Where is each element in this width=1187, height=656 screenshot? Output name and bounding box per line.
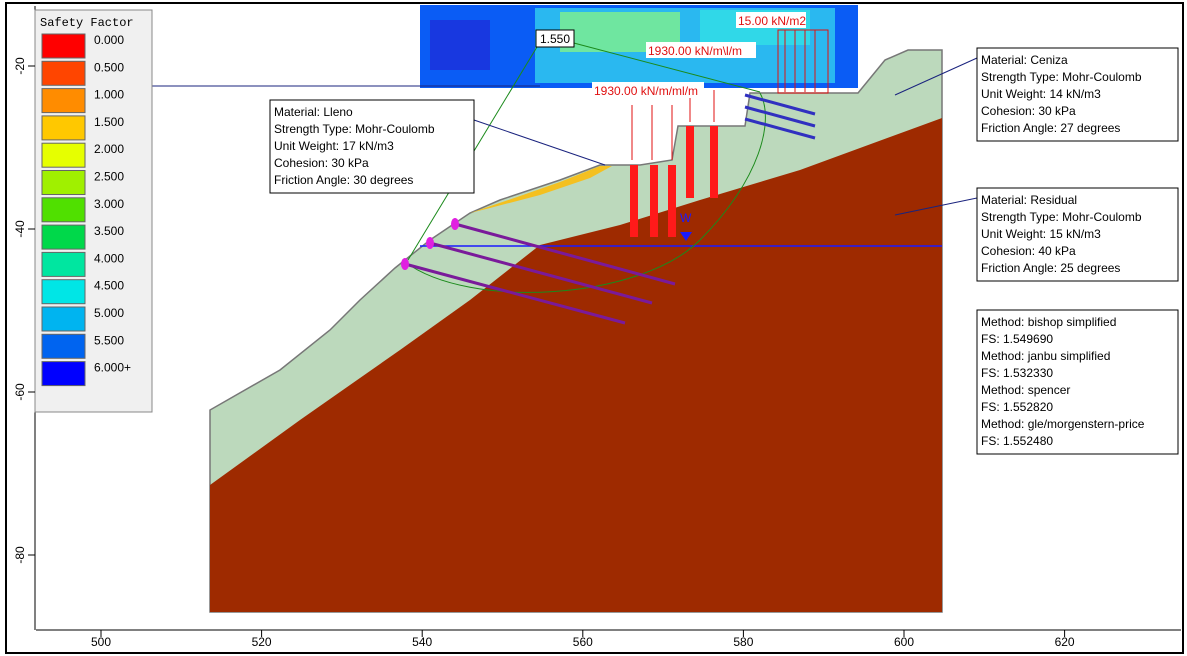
x-tick-label: 600 xyxy=(894,635,914,649)
legend-label: 4.500 xyxy=(94,279,124,293)
load-box xyxy=(592,82,704,98)
fs-label-box xyxy=(535,29,575,48)
material-line: Friction Angle: 30 degrees xyxy=(274,173,413,187)
material-line: Strength Type: Mohr-Coulomb xyxy=(981,70,1142,84)
anchor-heads xyxy=(401,218,459,270)
legend-label: 0.000 xyxy=(94,33,124,47)
x-tick-label: 580 xyxy=(733,635,753,649)
slip-surface xyxy=(404,92,766,293)
water-marker xyxy=(680,232,692,241)
fs-label: 1.550 xyxy=(540,32,570,46)
legend-label: 2.000 xyxy=(94,142,124,156)
legend-label: 2.500 xyxy=(94,170,124,184)
material-line: Material: Ceniza xyxy=(981,53,1068,67)
legend-swatch xyxy=(41,60,86,86)
x-ruler xyxy=(36,620,1181,650)
legend-swatch xyxy=(41,142,86,168)
legend-swatch xyxy=(41,115,86,141)
material-line: Friction Angle: 25 degrees xyxy=(981,261,1120,275)
legend-swatch xyxy=(41,197,86,223)
method-line: FS: 1.549690 xyxy=(981,332,1053,346)
piles xyxy=(630,126,718,237)
low-fs-zone xyxy=(470,166,612,213)
legend-swatch xyxy=(41,224,86,250)
legend-label: 1.000 xyxy=(94,88,124,102)
y-tick-label: -20 xyxy=(13,57,27,75)
water-label: W xyxy=(680,211,692,225)
legend-label: 5.000 xyxy=(94,306,124,320)
method-line: FS: 1.552820 xyxy=(981,400,1053,414)
load-label: 15.00 kN/m2 xyxy=(738,14,806,28)
y-tick-label: -80 xyxy=(13,546,27,564)
load-label: 1930.00 kN/m\l/m xyxy=(648,44,742,58)
legend-swatch xyxy=(41,88,86,114)
x-tick-label: 620 xyxy=(1055,635,1075,649)
material-box xyxy=(976,47,1179,142)
method-line: Method: janbu simplified xyxy=(981,349,1110,363)
y-tick-label: -60 xyxy=(13,383,27,401)
material-line: Material: Residual xyxy=(981,193,1077,207)
x-tick-label: 560 xyxy=(573,635,593,649)
slip-leader xyxy=(569,41,761,93)
x-tick-label: 520 xyxy=(252,635,272,649)
legend-swatch xyxy=(41,33,86,59)
dynamic: Safety Factor 0.000 0.500 1.000 1.500 2.000 2.… xyxy=(13,9,1179,649)
material-line: Material: Lleno xyxy=(274,105,353,119)
y-tick-label: -40 xyxy=(13,220,27,238)
load-label: 1930.00 kN/m/ml/m xyxy=(594,84,698,98)
method-line: FS: 1.552480 xyxy=(981,434,1053,448)
legend-swatch xyxy=(41,279,86,305)
material-line: Cohesion: 40 kPa xyxy=(981,244,1076,258)
method-line: Method: spencer xyxy=(981,383,1070,397)
residual-zone xyxy=(210,118,942,612)
material-line: Cohesion: 30 kPa xyxy=(274,156,369,170)
method-line: Method: gle/morgenstern-price xyxy=(981,417,1145,431)
leaders xyxy=(473,57,978,216)
load-box xyxy=(646,42,756,58)
material-line: Strength Type: Mohr-Coulomb xyxy=(981,210,1142,224)
legend-label: 3.500 xyxy=(94,224,124,238)
legend-label: 1.500 xyxy=(94,115,124,129)
legend-label: 4.000 xyxy=(94,251,124,265)
legend-label: 5.500 xyxy=(94,333,124,347)
x-tick-label: 500 xyxy=(91,635,111,649)
legend-label: 0.500 xyxy=(94,60,124,74)
material-line: Unit Weight: 15 kN/m3 xyxy=(981,227,1101,241)
method-line: FS: 1.532330 xyxy=(981,366,1053,380)
legend-swatch xyxy=(41,333,86,359)
legend-label: 3.000 xyxy=(94,197,124,211)
legend-title: Safety Factor xyxy=(40,16,134,30)
method-box xyxy=(976,309,1179,455)
material-line: Friction Angle: 27 degrees xyxy=(981,121,1120,135)
material-box xyxy=(976,187,1179,282)
method-line: Method: bishop simplified xyxy=(981,315,1116,329)
legend-swatch xyxy=(41,170,86,195)
material-line: Unit Weight: 14 kN/m3 xyxy=(981,87,1101,101)
top-anchors xyxy=(744,93,816,140)
load-box xyxy=(736,12,806,28)
legend-swatch xyxy=(41,361,86,387)
material-line: Cohesion: 30 kPa xyxy=(981,104,1076,118)
material-line: Unit Weight: 17 kN/m3 xyxy=(274,139,394,153)
legend-swatch xyxy=(41,251,86,277)
legend-swatch xyxy=(41,306,86,332)
material-box xyxy=(269,99,475,194)
legend-label: 6.000+ xyxy=(94,361,131,375)
x-tick-label: 540 xyxy=(412,635,432,649)
anchors xyxy=(404,222,676,325)
material-line: Strength Type: Mohr-Coulomb xyxy=(274,122,435,136)
